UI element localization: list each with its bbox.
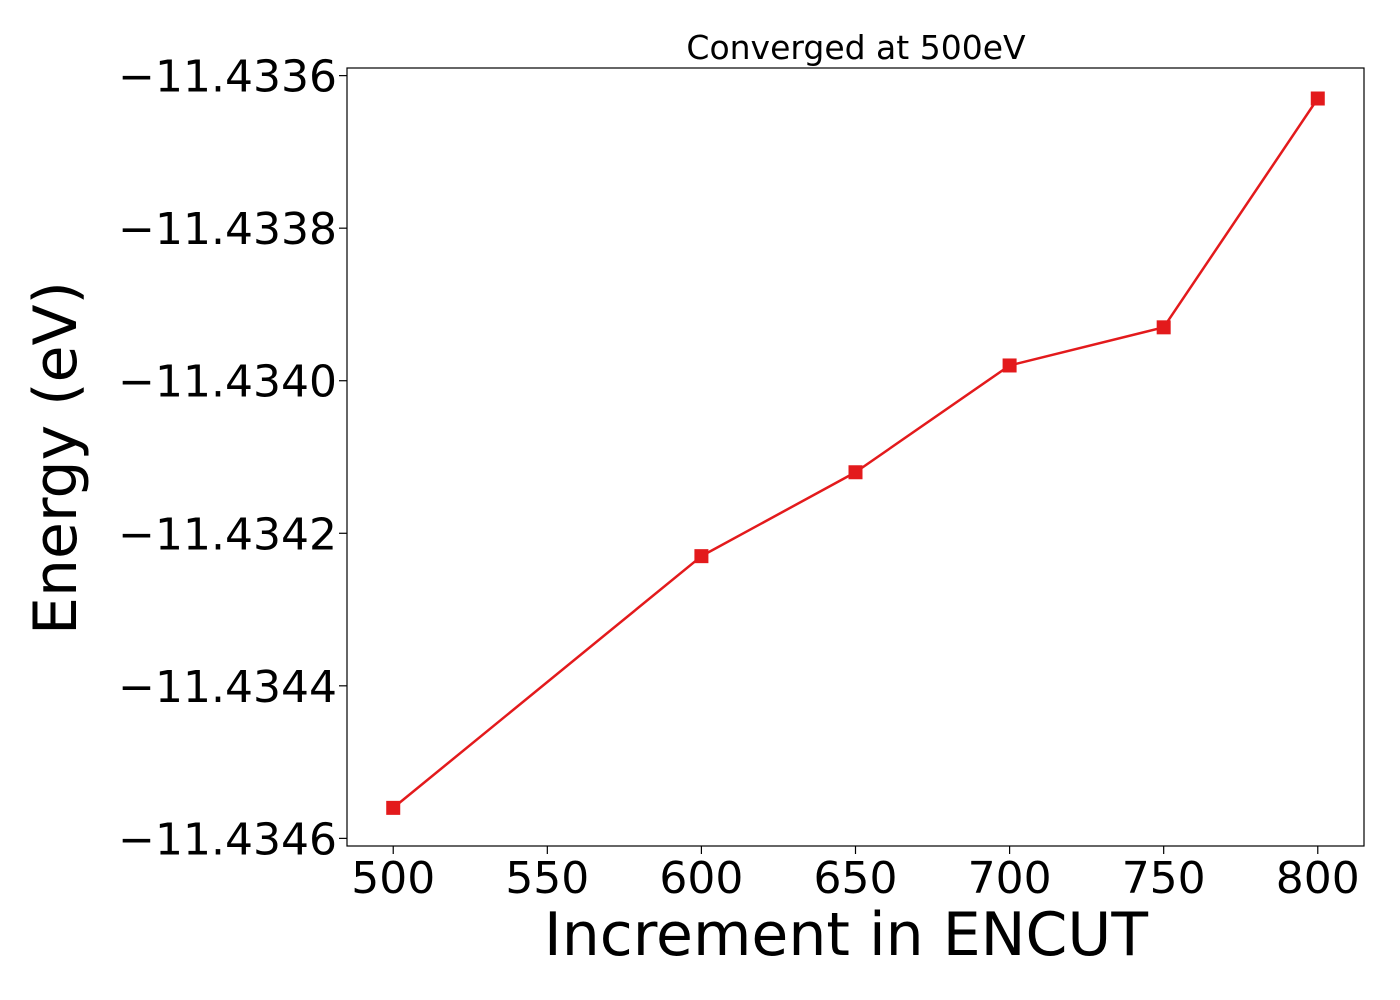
y-axis-label: Energy (eV) [21,281,91,635]
x-tick-label: 650 [814,853,898,904]
data-point-marker [694,549,709,564]
y-tick-label: −11.4344 [118,662,337,713]
y-tick-label: −11.4340 [118,357,337,408]
y-tick-label: −11.4342 [118,509,337,560]
x-tick-label: 700 [968,853,1052,904]
data-point-marker [1002,358,1017,373]
y-tick-label: −11.4338 [118,204,337,255]
plot-area: −11.4346 −11.4344 −11.4342 −11.4340 −11.4338… [118,52,1365,904]
x-tick-label: 500 [351,853,435,904]
x-tick-label: 800 [1276,853,1360,904]
series-line [392,97,1319,809]
x-tick-label: 550 [505,853,589,904]
x-tick-label: 750 [1122,853,1206,904]
x-tick-label: 600 [659,853,743,904]
data-point-marker [1310,91,1325,106]
data-point-marker [386,800,401,815]
data-point-marker [1156,320,1171,335]
chart-title: Converged at 500eV [686,28,1026,67]
y-tick-label: −11.4346 [118,814,337,865]
x-axis-label: Increment in ENCUT [544,900,1148,970]
data-point-marker [848,465,863,480]
y-tick-label: −11.4336 [118,52,337,103]
